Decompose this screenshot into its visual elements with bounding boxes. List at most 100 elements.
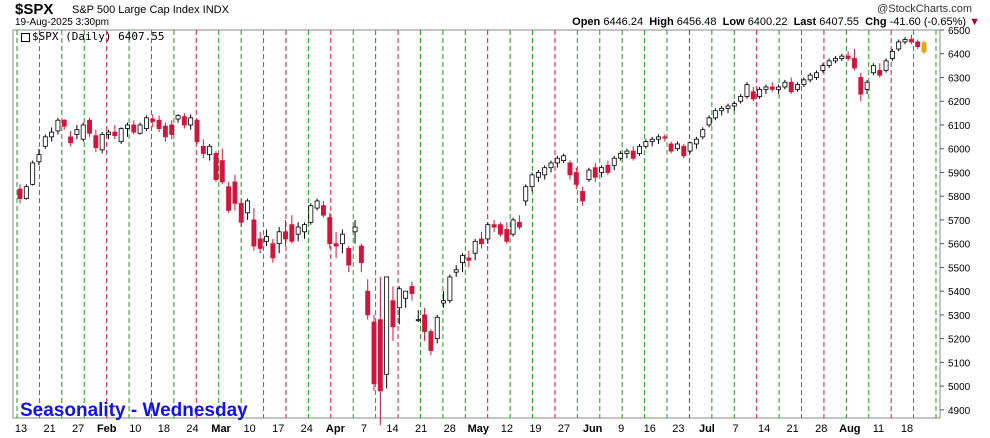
candle-body (889, 50, 895, 59)
candle-body (586, 169, 592, 180)
x-tick-label: 27 (558, 423, 570, 435)
low-label: Low (722, 16, 745, 28)
candle-body (137, 124, 143, 134)
candle-body (554, 157, 560, 164)
x-tick-label: 13 (15, 423, 27, 435)
candle-body (712, 110, 718, 119)
candle-body (908, 39, 914, 43)
x-tick-label: 17 (272, 423, 284, 435)
x-tick-label: 9 (618, 423, 624, 435)
y-tick-label: 6500 (948, 26, 971, 37)
y-tick-label: 6100 (948, 121, 971, 132)
candle-body (744, 84, 750, 97)
x-tick-label: 11 (873, 423, 884, 435)
candle-body (820, 65, 826, 71)
candle-body (415, 319, 421, 322)
y-tick-label: 5400 (948, 287, 971, 298)
candle-body (264, 236, 269, 242)
plot-frame (12, 29, 941, 419)
candle-body (200, 145, 206, 154)
x-tick-label: 28 (444, 423, 456, 435)
candle-body (295, 226, 301, 235)
candle-body (441, 300, 447, 304)
candle-body (693, 138, 699, 145)
candle-body (188, 117, 194, 126)
candle-body (763, 86, 769, 90)
candle-body (839, 55, 845, 59)
legend-text: $SPX (Daily) 6407.55 (32, 30, 165, 43)
candle-body (738, 96, 744, 102)
candle-body (548, 162, 554, 169)
candle-body (643, 141, 649, 147)
y-tick-label: 5100 (948, 358, 971, 369)
candle-body (308, 205, 314, 223)
candle-body (611, 157, 617, 166)
x-tick-label: 28 (815, 423, 827, 435)
candle-body (769, 86, 775, 90)
x-tick-label: 7 (732, 423, 738, 435)
x-tick-label: 23 (672, 423, 684, 435)
candle-body (181, 116, 187, 126)
y-tick-label: 6400 (948, 50, 971, 61)
candle-body (327, 217, 333, 245)
last-value: 6407.55 (819, 16, 860, 28)
candle-body (788, 81, 794, 93)
candle-body (270, 243, 276, 259)
candle-body (896, 41, 902, 50)
candle-body (845, 55, 851, 59)
x-tick-label: 18 (158, 423, 170, 435)
candle-body (776, 86, 782, 90)
chg-value: -41.60 (-0.65%) (889, 16, 967, 28)
candle-body (656, 136, 661, 140)
brand-label[interactable]: @StockCharts.com (877, 3, 972, 15)
candle-body (156, 119, 162, 129)
candle-body (801, 79, 807, 86)
candle-body (346, 248, 352, 266)
candle-body (637, 145, 642, 154)
candle-body (403, 290, 409, 299)
brand-text[interactable]: @StockCharts.com (877, 3, 972, 15)
candle-body (207, 145, 213, 156)
x-tick-label: 18 (901, 423, 913, 435)
candle-body (68, 136, 74, 144)
y-tick-label: 6300 (948, 73, 971, 84)
candle-body (479, 238, 484, 245)
candle-body (333, 243, 339, 247)
candle-body (365, 290, 371, 316)
candle-body (49, 131, 55, 138)
open-label: Open (572, 16, 601, 28)
candle-body (750, 91, 756, 100)
candle-body (23, 186, 29, 199)
x-tick-label: Feb (97, 423, 117, 435)
candle-body (630, 150, 636, 159)
candle-body (883, 60, 889, 71)
candle-body (131, 124, 137, 133)
candle-body (226, 186, 232, 211)
candle-body (605, 164, 611, 173)
candle-body (782, 81, 788, 88)
chart-legend: $SPX (Daily) 6407.55 (21, 30, 164, 43)
candle-body (428, 331, 434, 351)
y-tick-label: 6200 (948, 97, 971, 108)
candle-body (384, 276, 390, 375)
candle-body (675, 143, 680, 150)
symbol-title: $SPX (15, 1, 54, 18)
candle-body (257, 238, 263, 249)
candle-body (289, 224, 295, 242)
candle-body (725, 105, 731, 109)
candle-body (302, 224, 307, 233)
seasonality-label: Seasonality - Wednesday (20, 400, 248, 421)
symbol-description: S&P 500 Large Cap Index INDX (72, 4, 229, 16)
candle-body (251, 219, 257, 247)
x-tick-label: 12 (501, 423, 513, 435)
candle-body (807, 74, 813, 81)
candle-body (106, 131, 111, 135)
candle-body (460, 255, 465, 264)
candle-body (93, 135, 99, 148)
x-tick-label: Jul (699, 423, 715, 435)
candle-body (409, 286, 415, 294)
low-value: 6400.22 (747, 16, 788, 28)
x-tick-label: 24 (186, 423, 198, 435)
candle-body (858, 77, 864, 95)
candle-body (795, 84, 801, 90)
